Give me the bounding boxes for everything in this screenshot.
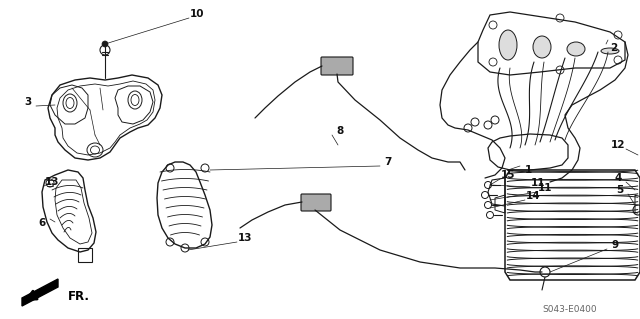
Text: 14: 14 — [525, 191, 540, 201]
Text: FR.: FR. — [68, 291, 90, 303]
Text: 13: 13 — [45, 177, 60, 187]
Ellipse shape — [567, 42, 585, 56]
Text: 6: 6 — [38, 218, 45, 228]
Text: 15: 15 — [500, 170, 515, 180]
Ellipse shape — [499, 30, 517, 60]
Text: S043-E0400: S043-E0400 — [543, 306, 597, 315]
Text: 4: 4 — [614, 173, 621, 183]
FancyBboxPatch shape — [301, 194, 331, 211]
FancyBboxPatch shape — [321, 57, 353, 75]
Text: 11: 11 — [531, 178, 545, 188]
Circle shape — [102, 41, 108, 47]
Polygon shape — [22, 279, 58, 306]
Text: 3: 3 — [24, 97, 31, 107]
Text: 13: 13 — [237, 233, 252, 243]
Ellipse shape — [533, 36, 551, 58]
Text: 2: 2 — [611, 43, 618, 53]
Text: 8: 8 — [337, 126, 344, 136]
Text: 12: 12 — [611, 140, 625, 150]
Text: 1: 1 — [524, 165, 532, 175]
Text: 9: 9 — [611, 240, 619, 250]
Text: 5: 5 — [616, 185, 623, 195]
Text: 7: 7 — [384, 157, 392, 167]
Text: 10: 10 — [189, 9, 204, 19]
Ellipse shape — [601, 48, 619, 54]
Text: 11: 11 — [538, 183, 552, 193]
